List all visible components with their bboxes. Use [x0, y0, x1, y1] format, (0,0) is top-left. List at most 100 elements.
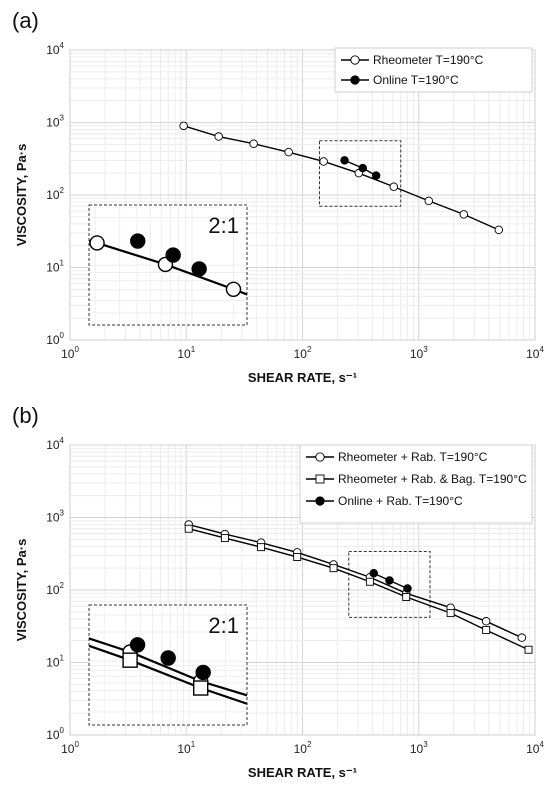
legend-marker [315, 452, 325, 462]
y-tick-exponent: 2 [60, 186, 65, 195]
y-tick-exponent: 3 [60, 509, 65, 518]
inset-data-point [89, 235, 105, 251]
legend-marker [315, 474, 325, 484]
x-tick-base: 10 [410, 742, 424, 756]
y-tick-label: 103 [46, 114, 64, 130]
series-line [183, 125, 500, 231]
y-tick-exponent: 0 [60, 726, 65, 735]
x-tick-base: 10 [294, 347, 308, 361]
x-tick-base: 10 [177, 347, 191, 361]
y-tick-label: 103 [46, 509, 64, 525]
inset-data-point [225, 281, 242, 297]
data-point [365, 577, 374, 586]
data-point [403, 584, 412, 593]
series-2 [369, 569, 412, 593]
x-tick-label: 104 [526, 740, 544, 756]
x-tick-label: 102 [294, 345, 312, 361]
data-point [369, 569, 378, 578]
y-axis-label: VISCOSITY, Pa·s [14, 539, 29, 642]
y-tick-exponent: 1 [60, 259, 65, 268]
legend-label: Online T=190°C [373, 73, 459, 87]
inset-data-point [195, 664, 211, 681]
y-tick-label: 104 [46, 41, 64, 57]
x-tick-base: 10 [61, 347, 75, 361]
data-point [482, 626, 491, 635]
inset-content [89, 233, 247, 297]
data-point [249, 139, 258, 148]
data-point [220, 534, 229, 543]
inset-series-line [89, 239, 247, 296]
y-tick-label: 104 [46, 436, 64, 452]
x-tick-label: 102 [294, 740, 312, 756]
legend-marker [315, 496, 325, 506]
x-tick-base: 10 [526, 742, 540, 756]
data-point [389, 182, 399, 191]
x-tick-base: 10 [61, 742, 75, 756]
inset-data-point [165, 247, 181, 263]
x-axis-label: SHEAR RATE, s⁻¹ [248, 765, 357, 780]
y-tick-base: 10 [46, 583, 60, 597]
series-1 [184, 524, 533, 654]
data-point [402, 593, 411, 601]
x-tick-label: 101 [177, 345, 195, 361]
data-point [424, 196, 434, 206]
inset-series-line [89, 637, 247, 697]
inset-data-point [129, 637, 146, 653]
y-tick-exponent: 4 [60, 41, 65, 50]
x-tick-exponent: 3 [423, 345, 428, 354]
data-point [319, 157, 328, 166]
x-tick-label: 103 [410, 740, 428, 756]
zoom-region-box [348, 550, 431, 618]
legend: Rheometer T=190°C Online T=190°C [334, 47, 533, 93]
data-point [329, 564, 338, 573]
y-tick-label: 101 [46, 654, 64, 670]
y-tick-label: 100 [46, 726, 64, 742]
y-tick-exponent: 1 [60, 654, 65, 663]
y-tick-base: 10 [46, 438, 60, 452]
x-tick-base: 10 [294, 742, 308, 756]
x-tick-exponent: 2 [307, 345, 312, 354]
y-tick-label: 100 [46, 331, 64, 347]
inset-ratio-label: 2:1 [208, 213, 239, 238]
series-line [188, 528, 529, 651]
inset-content [89, 637, 247, 705]
y-tick-base: 10 [46, 728, 60, 742]
inset-series-line [89, 644, 247, 705]
y-tick-base: 10 [46, 43, 60, 57]
legend: Rheometer + Rab. T=190°C Rheometer + Rab.… [299, 444, 533, 524]
inset-data-point [160, 650, 176, 666]
data-point [494, 225, 504, 235]
y-tick-base: 10 [46, 656, 60, 670]
data-point [257, 543, 266, 552]
x-tick-base: 10 [526, 347, 540, 361]
inset-data-point [122, 652, 138, 668]
data-point [179, 121, 188, 131]
data-point [459, 210, 469, 219]
data-point [184, 524, 193, 533]
y-tick-label: 102 [46, 581, 64, 597]
y-tick-exponent: 0 [60, 331, 65, 340]
inset-border [88, 204, 248, 326]
inset-border [88, 604, 248, 726]
y-tick-base: 10 [46, 188, 60, 202]
legend-marker [350, 55, 360, 65]
data-point [371, 171, 381, 180]
legend-label: Rheometer T=190°C [373, 53, 484, 67]
y-axis-label: VISCOSITY, Pa·s [14, 144, 29, 247]
data-point [481, 617, 491, 626]
x-tick-exponent: 2 [307, 740, 312, 749]
x-tick-exponent: 0 [74, 740, 79, 749]
legend-marker [350, 75, 360, 85]
data-point [517, 633, 527, 642]
x-tick-exponent: 1 [191, 345, 196, 354]
data-point [340, 156, 349, 165]
y-tick-base: 10 [46, 333, 60, 347]
x-tick-exponent: 3 [423, 740, 428, 749]
plot-frame [69, 49, 536, 341]
data-point [446, 609, 455, 618]
legend-box [299, 444, 533, 524]
x-tick-exponent: 0 [74, 345, 79, 354]
legend-box [334, 47, 533, 93]
y-tick-base: 10 [46, 116, 60, 130]
data-point [385, 576, 394, 585]
